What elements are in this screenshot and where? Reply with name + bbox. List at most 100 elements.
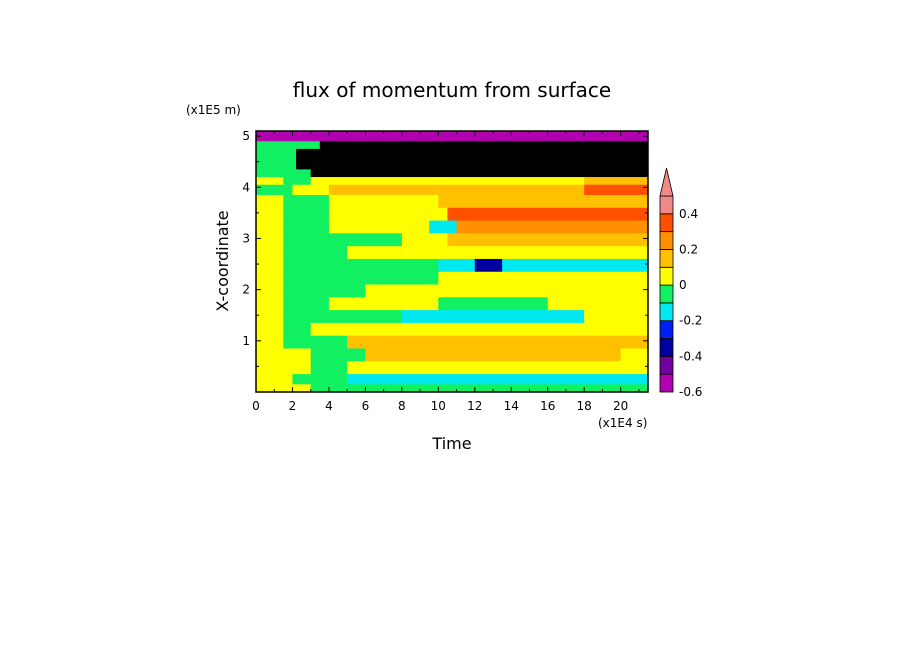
contour-region-13-1	[283, 271, 439, 285]
y-axis-label: X-coordinate	[213, 210, 232, 311]
contour-region-11-3	[456, 246, 649, 260]
contour-region-8-3	[447, 207, 649, 221]
contour-region-7-3	[438, 194, 649, 209]
chart-title: flux of momentum from surface	[293, 78, 611, 102]
contour-region-15-2	[328, 297, 439, 311]
contour-region-10-3	[447, 233, 649, 247]
x-tick-label: 4	[325, 399, 333, 413]
x-tick-label: 0	[252, 399, 260, 413]
contour-region-16-0	[256, 310, 284, 324]
contour-fill-layer	[256, 131, 649, 393]
contour-region-12-2	[438, 258, 476, 273]
contour-region-15-0	[256, 297, 284, 311]
contour-region-2-0	[256, 148, 297, 160]
contour-region-20-3	[347, 361, 649, 375]
contour-region-7-0	[256, 194, 284, 209]
x-tick-label: 20	[613, 399, 628, 413]
contour-region-4-1	[310, 169, 649, 178]
contour-region-1-0	[256, 141, 321, 150]
x-tick-label: 10	[431, 399, 446, 413]
contour-region-16-2	[401, 310, 585, 324]
contour-region-17-2	[310, 322, 649, 337]
y-tick-label: 4	[242, 180, 250, 194]
x-axis-label: Time	[431, 434, 471, 453]
contour-region-12-4	[502, 258, 649, 273]
contour-region-13-0	[256, 271, 284, 285]
contour-region-18-2	[347, 335, 649, 349]
colorbar-tick-label: -0.4	[679, 349, 702, 363]
contour-region-9-2	[328, 220, 430, 234]
colorbar-swatch	[659, 249, 674, 268]
x-tick-label: 12	[467, 399, 482, 413]
x-tick-label: 6	[362, 399, 370, 413]
colorbar-swatch	[659, 302, 674, 322]
y-tick-label: 3	[242, 231, 250, 245]
contour-region-19-0	[256, 348, 284, 362]
contour-region-19-1	[283, 348, 312, 362]
contour-region-2-2	[328, 148, 649, 160]
contour-region-14-2	[365, 284, 649, 298]
contour-region-3-2	[328, 159, 649, 170]
x-tick-label: 8	[398, 399, 406, 413]
contour-region-20-2	[310, 361, 348, 375]
x-tick-label: 18	[577, 399, 592, 413]
contour-region-16-1	[283, 310, 403, 324]
contour-region-21-0	[256, 374, 293, 385]
contour-region-21-1	[292, 374, 348, 385]
contour-region-11-0	[256, 246, 284, 260]
contour-region-6-0	[256, 184, 293, 196]
contour-region-17-1	[283, 322, 312, 337]
contour-region-9-4	[456, 220, 649, 234]
contour-region-3-1	[296, 159, 330, 170]
contour-region-7-1	[283, 194, 330, 209]
colorbar-swatch	[659, 284, 674, 304]
y-tick-label: 2	[242, 283, 250, 297]
x-unit-label: (x1E4 s)	[598, 416, 647, 430]
contour-region-16-3	[584, 310, 649, 324]
colorbar-swatch	[659, 231, 674, 250]
x-tick-label: 2	[289, 399, 297, 413]
y-unit-label: (x1E5 m)	[186, 103, 241, 117]
plot-frame	[255, 130, 649, 393]
contour-region-18-1	[283, 335, 348, 349]
contour-region-22-0	[256, 384, 312, 393]
contour-region-20-1	[283, 361, 312, 375]
contour-region-5-0	[256, 177, 284, 186]
contour-region-14-1	[283, 284, 366, 298]
contour-region-8-2	[328, 207, 448, 221]
x-tick-label: 16	[540, 399, 555, 413]
contour-region-10-1	[283, 233, 403, 247]
contour-region-12-3	[474, 258, 503, 273]
colorbar-swatch	[659, 338, 674, 357]
contour-region-4-0	[256, 169, 312, 178]
x-tick-label: 14	[504, 399, 519, 413]
contour-region-19-4	[620, 348, 649, 362]
y-tick-label: 5	[242, 129, 250, 143]
contour-region-5-1	[283, 177, 312, 186]
contour-region-9-1	[283, 220, 330, 234]
colorbar-swatch	[659, 195, 674, 215]
contour-region-9-0	[256, 220, 284, 234]
contour-region-1-1	[319, 141, 649, 150]
colorbar-extend-arrow	[659, 167, 674, 197]
contour-region-8-1	[283, 207, 330, 221]
contour-region-12-1	[283, 258, 439, 273]
contour-region-3-0	[256, 159, 297, 170]
contour-region-19-2	[310, 348, 366, 362]
contour-region-22-1	[310, 384, 649, 393]
y-tick-label: 1	[242, 334, 250, 348]
contour-region-6-3	[438, 184, 585, 196]
contour-region-15-1	[283, 297, 330, 311]
contour-region-20-0	[256, 361, 284, 375]
contour-region-7-2	[328, 194, 439, 209]
contour-region-17-0	[256, 322, 284, 337]
x-axis-ticks: 0 2 4 6 8 10 12 14 16 18 20	[252, 131, 640, 413]
colorbar-swatch	[659, 373, 674, 393]
colorbar-tick-label: 0.2	[679, 242, 698, 256]
contour-region-14-0	[256, 284, 284, 298]
contour-region-6-4	[584, 184, 649, 196]
contour-region-0-0	[256, 131, 649, 142]
contour-region-5-2	[310, 177, 585, 186]
colorbar-swatch	[659, 320, 674, 339]
